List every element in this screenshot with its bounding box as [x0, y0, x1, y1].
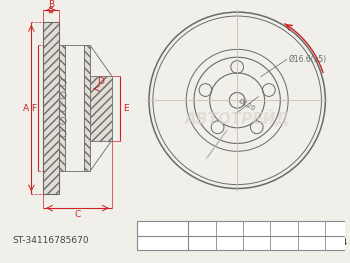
- Text: 154: 154: [330, 239, 348, 247]
- Text: E: E: [122, 104, 128, 113]
- Text: Ø16.6(x5): Ø16.6(x5): [289, 55, 327, 64]
- Bar: [90, 76, 112, 140]
- Bar: [84, 45, 90, 171]
- Text: 172: 172: [303, 239, 320, 247]
- Text: 5 ОТВ.: 5 ОТВ.: [142, 223, 183, 233]
- Bar: [43, 22, 59, 194]
- Text: E: E: [309, 223, 315, 233]
- Text: 66.1: 66.1: [247, 239, 267, 247]
- Text: D: D: [280, 223, 288, 233]
- Text: B: B: [226, 223, 233, 233]
- Bar: [137, 221, 350, 250]
- Text: 36: 36: [224, 239, 235, 247]
- Text: A: A: [22, 104, 29, 113]
- Text: D: D: [98, 77, 104, 86]
- Text: ST-34116785670: ST-34116785670: [13, 236, 89, 245]
- Text: A: A: [198, 223, 205, 233]
- Text: C: C: [74, 210, 81, 220]
- Text: B: B: [48, 0, 54, 9]
- Text: F: F: [31, 104, 36, 113]
- Text: F: F: [336, 223, 342, 233]
- Text: 75: 75: [279, 239, 290, 247]
- Text: 348: 348: [193, 239, 210, 247]
- Text: C: C: [253, 223, 260, 233]
- Bar: [65, 45, 84, 171]
- Bar: [59, 45, 65, 171]
- Text: АВТОТРЕЙД: АВТОТРЕЙД: [185, 109, 290, 127]
- Text: Ø120: Ø120: [237, 98, 257, 113]
